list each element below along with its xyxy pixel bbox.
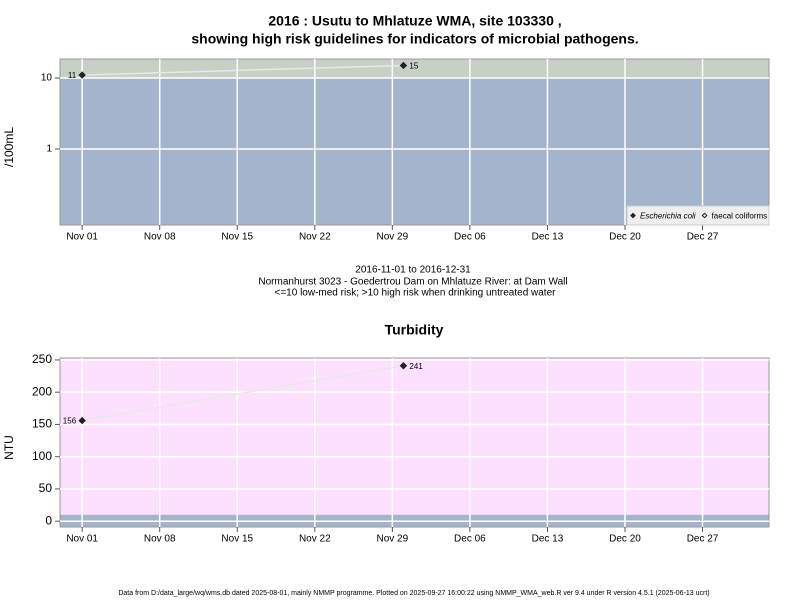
legend-label: faecal coliforms: [712, 212, 768, 221]
footer: Data from D:/data_large/wq/wms.db dated …: [118, 590, 709, 597]
caption: <=10 low-med risk; >10 high risk when dr…: [275, 288, 557, 299]
y-tick-label: 100: [32, 449, 52, 463]
value-label: 15: [409, 62, 418, 71]
value-label: 241: [409, 362, 423, 371]
x-tick-label: Nov 22: [299, 534, 331, 545]
x-tick-label: Dec 27: [687, 232, 719, 243]
x-tick-label: Nov 29: [377, 534, 409, 545]
x-tick-label: Nov 01: [66, 534, 98, 545]
x-tick-label: Nov 08: [144, 232, 176, 243]
x-tick-label: Dec 06: [454, 232, 486, 243]
y-tick-label: 150: [32, 417, 52, 431]
data-point: [78, 71, 86, 79]
low-risk-region: [60, 77, 769, 225]
plot-frame: [59, 357, 770, 528]
legend-label: Escherichia coli: [640, 212, 696, 221]
series-line: [82, 365, 404, 422]
y-tick-label: 200: [32, 384, 52, 398]
x-tick-label: Nov 08: [144, 534, 176, 545]
value-label: 156: [63, 417, 77, 426]
x-tick-label: Nov 22: [299, 232, 331, 243]
x-tick-label: Nov 01: [66, 232, 98, 243]
x-tick-label: Dec 20: [609, 534, 641, 545]
x-tick-label: Dec 13: [532, 534, 564, 545]
x-tick-label: Dec 13: [532, 232, 564, 243]
caption: 2016-11-01 to 2016-12-31: [355, 265, 471, 276]
series-line: [82, 64, 404, 76]
y-tick-label: 250: [32, 352, 52, 366]
title: showing high risk guidelines for indicat…: [191, 31, 638, 47]
x-tick-label: Nov 15: [221, 232, 253, 243]
x-tick-label: Dec 20: [609, 232, 641, 243]
legend-marker: [630, 212, 636, 219]
chart-title: Turbidity: [385, 322, 444, 338]
high-risk-region: [60, 358, 769, 515]
data-point: [399, 61, 408, 70]
title: 2016 : Usutu to Mhlatuze WMA, site 10333…: [268, 13, 561, 29]
legend-marker: [701, 212, 708, 219]
y-tick-label: 10: [41, 73, 53, 84]
legend: [626, 205, 770, 226]
x-tick-label: Nov 15: [221, 534, 253, 545]
y-axis-label: NTU: [2, 435, 16, 460]
x-tick-label: Nov 29: [377, 232, 409, 243]
data-point: [399, 362, 408, 370]
data-point: [78, 416, 86, 425]
x-tick-label: Dec 27: [687, 534, 719, 545]
plot-frame: [59, 58, 770, 226]
y-axis-label: /100mL: [2, 127, 16, 167]
x-tick-label: Dec 06: [454, 534, 486, 545]
y-tick-label: 50: [39, 481, 53, 495]
y-tick-label: 1: [46, 144, 52, 155]
y-tick-label: 0: [45, 513, 52, 527]
caption: Normanhurst 3023 - Goedertrou Dam on Mhl…: [258, 277, 567, 288]
value-label: 11: [68, 71, 77, 80]
